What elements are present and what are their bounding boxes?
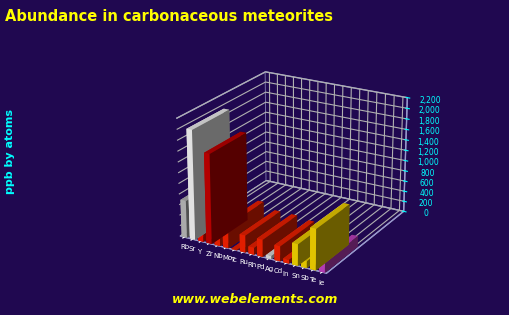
Text: ppb by atoms: ppb by atoms bbox=[5, 109, 15, 194]
Text: Abundance in carbonaceous meteorites: Abundance in carbonaceous meteorites bbox=[5, 9, 332, 25]
Text: www.webelements.com: www.webelements.com bbox=[172, 293, 337, 306]
